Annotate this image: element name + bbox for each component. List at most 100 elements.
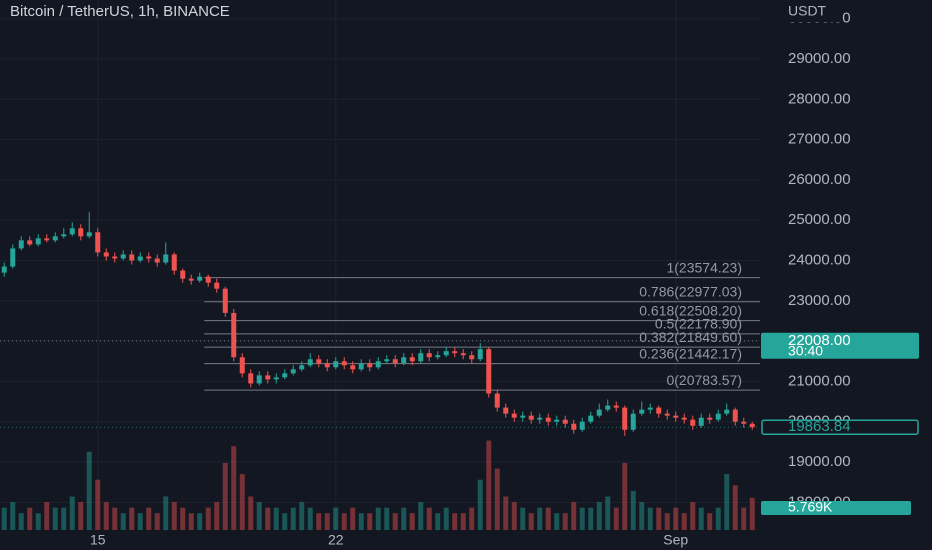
volume-bar bbox=[324, 513, 330, 530]
volume-bar bbox=[503, 496, 509, 530]
candle-body bbox=[18, 240, 24, 249]
volume-bar bbox=[554, 513, 560, 530]
candle-body bbox=[214, 282, 220, 289]
candle-body bbox=[154, 258, 160, 263]
volume-bar bbox=[265, 507, 271, 530]
y-tick-label: 26000.00 bbox=[788, 171, 851, 188]
volume-bar bbox=[545, 507, 551, 530]
volume-bar bbox=[715, 507, 721, 530]
fib-label: 0.236(21442.17) bbox=[639, 345, 742, 361]
candle-body bbox=[392, 359, 398, 364]
candle-body bbox=[562, 419, 568, 424]
candle-body bbox=[630, 413, 636, 430]
candle-body bbox=[129, 254, 135, 261]
marker-price-label: 22008.00 bbox=[788, 332, 851, 349]
candle-body bbox=[137, 256, 143, 261]
candle-body bbox=[205, 276, 211, 283]
candle-body bbox=[520, 415, 526, 418]
volume-bar bbox=[732, 485, 738, 530]
candle-body bbox=[596, 409, 602, 416]
candle-body bbox=[588, 415, 594, 422]
volume-bar bbox=[698, 507, 704, 530]
candle-body bbox=[367, 363, 373, 368]
candle-body bbox=[316, 359, 322, 364]
candle-body bbox=[282, 373, 288, 378]
y-tick-label: 27000.00 bbox=[788, 131, 851, 148]
marker-price-box bbox=[761, 332, 919, 359]
volume-bar bbox=[639, 502, 645, 530]
volume-bar bbox=[35, 513, 41, 530]
volume-bar bbox=[333, 507, 339, 530]
candle-body bbox=[324, 363, 330, 368]
volume-bar bbox=[367, 513, 373, 530]
candle-body bbox=[537, 417, 543, 420]
candle-body bbox=[188, 278, 194, 281]
volume-bar bbox=[316, 513, 322, 530]
y-tick-label: 28000.00 bbox=[788, 90, 851, 107]
fib-label: 0.382(21849.60) bbox=[639, 329, 742, 345]
candle-body bbox=[443, 351, 449, 356]
volume-bar bbox=[103, 502, 109, 530]
volume-bar bbox=[52, 507, 58, 530]
y-tick-label: 21000.00 bbox=[788, 372, 851, 389]
candle-body bbox=[401, 357, 407, 364]
volume-bar bbox=[469, 507, 475, 530]
axis-unit: USDT bbox=[788, 3, 827, 19]
volume-bar bbox=[358, 513, 364, 530]
chart-title: Bitcoin / TetherUS, 1h, BINANCE bbox=[10, 3, 230, 20]
candle-body bbox=[384, 359, 390, 362]
volume-bar bbox=[375, 507, 381, 530]
volume-bar bbox=[290, 507, 296, 530]
volume-bar bbox=[630, 490, 636, 530]
current-price-box bbox=[761, 419, 919, 435]
volume-bar bbox=[299, 502, 305, 530]
candle-body bbox=[724, 409, 730, 414]
volume-bar bbox=[273, 507, 279, 530]
volume-bar bbox=[231, 446, 237, 530]
candle-body bbox=[613, 405, 619, 408]
volume-bar bbox=[452, 513, 458, 530]
candle-body bbox=[732, 409, 738, 422]
candle-body bbox=[239, 357, 245, 374]
price-axis: 18000.0019000.0020000.0021000.0022000.00… bbox=[788, 10, 851, 511]
candle-body bbox=[486, 349, 492, 394]
volume-bar bbox=[562, 513, 568, 530]
volume-bar bbox=[588, 507, 594, 530]
candle-body bbox=[639, 409, 645, 414]
volume-bar bbox=[647, 507, 653, 530]
volume-bar bbox=[409, 513, 415, 530]
volume-bar bbox=[214, 502, 220, 530]
fib-layer: 1(23574.23) 0.786(22977.03) 0.618(22508.20… bbox=[0, 259, 760, 428]
volume-bar bbox=[146, 507, 152, 530]
volume-layer bbox=[1, 440, 755, 530]
volume-bar bbox=[579, 507, 585, 530]
y-tick-label: 25000.00 bbox=[788, 211, 851, 228]
candle-body bbox=[647, 407, 653, 410]
candle-body bbox=[435, 355, 441, 358]
candle-body bbox=[477, 349, 483, 360]
volume-bar bbox=[690, 502, 696, 530]
volume-bar bbox=[69, 496, 75, 530]
candle-body bbox=[375, 361, 381, 368]
candle-body bbox=[86, 232, 92, 237]
candle-body bbox=[741, 421, 747, 424]
candle-body bbox=[494, 393, 500, 408]
volume-bar bbox=[256, 502, 262, 530]
volume-bar bbox=[78, 502, 84, 530]
volume-box bbox=[761, 501, 911, 515]
volume-bar bbox=[707, 513, 713, 530]
volume-bar bbox=[18, 513, 24, 530]
volume-bar bbox=[401, 507, 407, 530]
candle-body bbox=[222, 288, 228, 313]
grid bbox=[0, 0, 760, 530]
candle-body bbox=[545, 417, 551, 422]
volume-bar bbox=[435, 513, 441, 530]
candle-body bbox=[146, 256, 152, 259]
current-price-label: 19863.84 bbox=[788, 418, 851, 435]
candle-body bbox=[10, 248, 16, 267]
volume-bar bbox=[605, 496, 611, 530]
candle-body bbox=[715, 413, 721, 420]
volume-bar bbox=[749, 497, 755, 530]
